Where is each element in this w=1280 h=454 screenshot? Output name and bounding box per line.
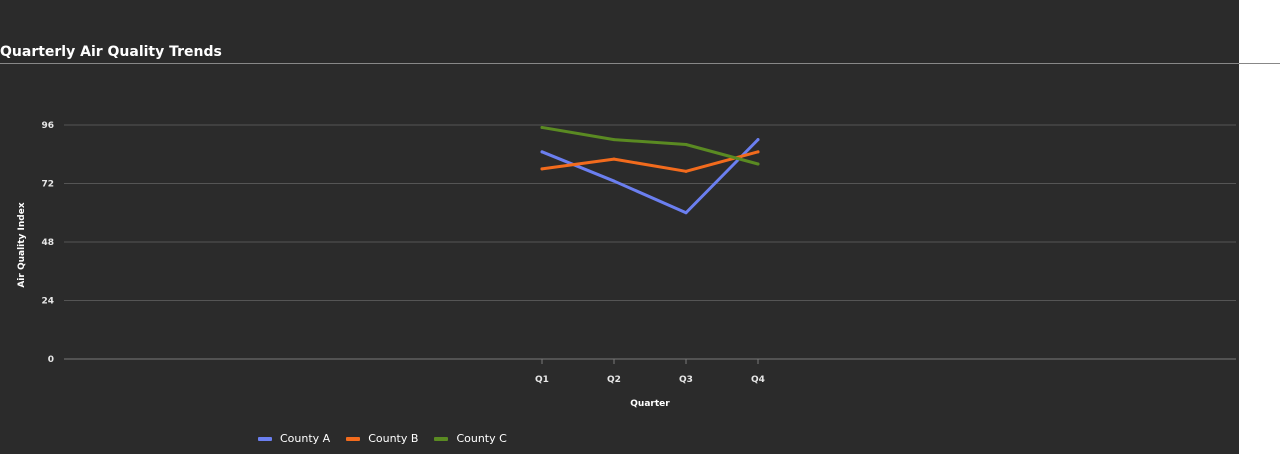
- legend-label: County A: [280, 432, 331, 445]
- x-tick-label: Q4: [751, 375, 765, 385]
- legend-item[interactable]: County A: [258, 432, 330, 445]
- data-point: [540, 167, 544, 171]
- y-tick-label: 96: [41, 121, 54, 131]
- legend-swatch: [258, 436, 272, 441]
- series-lines: [540, 125, 760, 215]
- legend-swatch: [346, 436, 361, 441]
- x-axis-ticks: Q1 Q2 Q3 Q4: [535, 359, 765, 385]
- data-point: [684, 169, 688, 173]
- data-point: [612, 179, 616, 183]
- gridlines: [64, 124, 1236, 360]
- y-axis-ticks: 0 24 48 72 96: [41, 121, 54, 365]
- x-tick-label: Q2: [607, 375, 621, 385]
- data-point: [756, 138, 760, 142]
- data-point: [684, 143, 688, 146]
- data-point: [612, 157, 616, 161]
- data-point: [756, 150, 760, 154]
- series-line-county-b: [540, 150, 760, 173]
- chart-panel: [0, 0, 1239, 454]
- legend-item[interactable]: County C: [434, 432, 507, 445]
- x-tick-label: Q1: [535, 375, 549, 385]
- y-tick-label: 48: [41, 238, 54, 248]
- y-axis-label: Air Quality Index: [17, 202, 27, 288]
- data-point: [756, 162, 760, 166]
- series-line-county-c: [540, 125, 760, 166]
- y-tick-label: 0: [48, 355, 54, 365]
- chart-legend: County A County B County C: [258, 432, 507, 445]
- series-line-county-a: [540, 138, 760, 215]
- line-chart: 0 24 48 72 96 Q1 Q2 Q3 Q4 Quarter Air Quality I…: [17, 121, 1236, 409]
- data-point: [540, 150, 544, 154]
- legend-swatch: [434, 436, 449, 441]
- x-axis-label: Quarter: [630, 399, 670, 409]
- chart-title: Quarterly Air Quality Trends: [0, 44, 222, 60]
- data-point: [540, 125, 544, 129]
- title-divider: [0, 63, 1280, 64]
- x-tick-label: Q3: [679, 375, 693, 385]
- y-tick-label: 72: [41, 180, 54, 190]
- data-point: [612, 138, 616, 142]
- data-point: [684, 211, 688, 215]
- legend-item[interactable]: County B: [346, 432, 418, 445]
- legend-label: County C: [456, 432, 507, 445]
- y-tick-label: 24: [41, 297, 54, 307]
- legend-label: County B: [368, 432, 419, 445]
